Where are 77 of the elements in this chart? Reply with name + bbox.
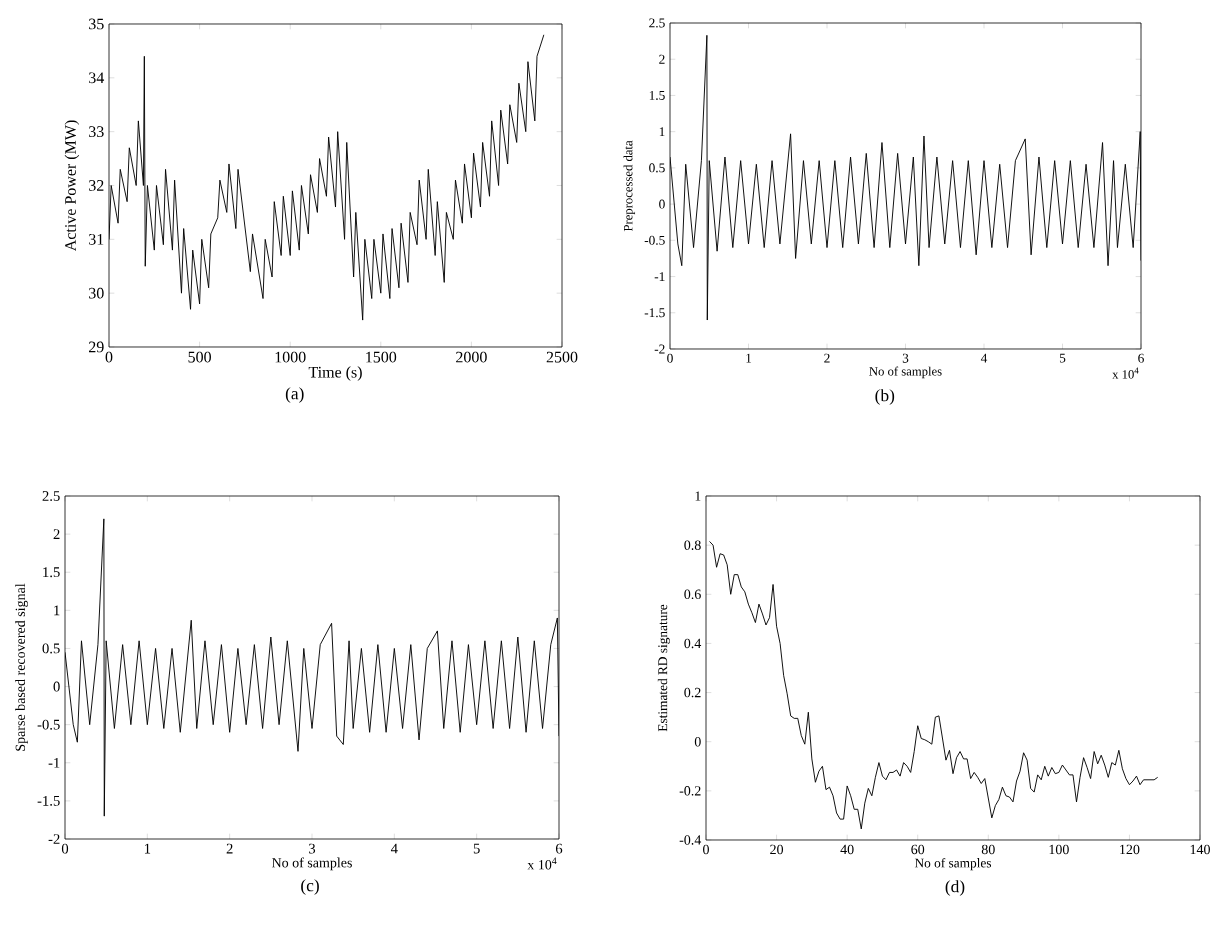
y-tick-label: 32	[89, 180, 104, 191]
x-tick-label: 60	[911, 844, 925, 855]
x-tick-label: 1500	[366, 351, 397, 363]
y-tick-label: 1.5	[649, 90, 665, 100]
x-tick-label: 500	[188, 351, 211, 363]
y-tick-label: 1.5	[43, 567, 60, 578]
y-tick-label: 1	[659, 127, 665, 137]
y-tick-label: -1	[654, 272, 665, 281]
y-tick-label: 29	[89, 341, 104, 353]
x-tick-label: 40	[840, 844, 854, 855]
x-tick-label: 6	[1138, 353, 1144, 363]
y-tick-label: -0.5	[644, 235, 665, 245]
x-tick-label: 5	[1059, 353, 1066, 363]
y-tick-label: 0	[53, 681, 60, 692]
y-tick-label: 30	[89, 287, 104, 299]
y-tick-label: 33	[89, 126, 104, 138]
x-axis-title: Time (s)	[308, 366, 362, 381]
y-axis-title: Preprocessed data	[623, 140, 636, 232]
y-tick-label: 1	[54, 605, 60, 616]
y-tick-label: 35	[89, 18, 104, 30]
x-tick-label: 1	[144, 843, 151, 854]
y-tick-label: 34	[89, 72, 105, 84]
y-tick-label: -2	[48, 834, 60, 844]
x-tick-label: 2	[824, 353, 830, 363]
y-tick-label: -2	[654, 344, 665, 354]
y-tick-label: 2.5	[42, 491, 60, 501]
x-tick-label: 6	[555, 843, 563, 854]
y-tick-label: -1	[48, 757, 60, 768]
text: (b)	[875, 389, 895, 405]
x-tick-label: 0	[61, 843, 69, 854]
x-tick-label: 0	[105, 351, 113, 363]
x-tick-label: 0	[667, 353, 673, 363]
y-axis-title: Sparse based recovered signal	[15, 583, 28, 751]
y-tick-label: 0	[694, 737, 701, 747]
y-tick-label: 2	[659, 54, 665, 64]
x-tick-label: 20	[770, 844, 784, 855]
y-tick-label: 2	[53, 529, 60, 539]
x-tick-label: 4	[390, 843, 398, 854]
x-tick-label: 4	[980, 353, 988, 363]
x-axis-title: No of samples	[914, 857, 992, 871]
x-tick-label: 2000	[456, 351, 487, 363]
x-tick-label: 2500	[546, 351, 578, 363]
y-tick-label: 0.6	[684, 589, 701, 600]
x-tick-label: 140	[1190, 844, 1210, 855]
x-tick-label: 100	[1049, 844, 1069, 855]
y-tick-label: -1.5	[37, 795, 60, 806]
y-tick-label: -0.4	[679, 835, 702, 845]
x-tick-label: 1	[746, 353, 752, 363]
y-tick-label: 1	[695, 491, 701, 501]
x-tick-label: 0	[703, 844, 709, 855]
x-tick-label: 2	[226, 843, 233, 854]
x-tick-label: 1000	[275, 351, 306, 363]
y-axis-title: Estimated RD signature	[657, 604, 670, 732]
y-tick-label: 0.5	[42, 643, 60, 654]
y-axis-title: Active Power (MW)	[64, 120, 80, 252]
text: (a)	[285, 387, 304, 403]
y-tick-label: 2.5	[649, 18, 665, 28]
text: (c)	[301, 879, 319, 895]
text: (d)	[945, 880, 965, 896]
x-tick-label: 3	[902, 353, 909, 363]
y-tick-label: -0.2	[679, 786, 701, 796]
y-tick-label: 0.5	[649, 163, 665, 173]
text: x 10$^{4}$	[527, 857, 557, 870]
x-tick-label: 120	[1120, 844, 1140, 855]
x-tick-label: 80	[981, 844, 995, 855]
text: x 10$^{4}$	[1112, 367, 1139, 379]
y-tick-label: 0	[659, 199, 665, 209]
x-axis-title: No of samples	[271, 857, 352, 871]
y-tick-label: 0.4	[684, 638, 702, 649]
x-tick-label: 5	[473, 843, 480, 854]
y-tick-label: -0.5	[37, 719, 60, 730]
y-tick-label: 31	[89, 233, 104, 245]
x-tick-label: 3	[309, 843, 316, 854]
y-tick-label: -1.5	[644, 308, 665, 318]
x-axis-title: No of samples	[869, 366, 942, 379]
y-tick-label: 0.2	[684, 687, 701, 698]
y-tick-label: 0.8	[684, 540, 701, 550]
